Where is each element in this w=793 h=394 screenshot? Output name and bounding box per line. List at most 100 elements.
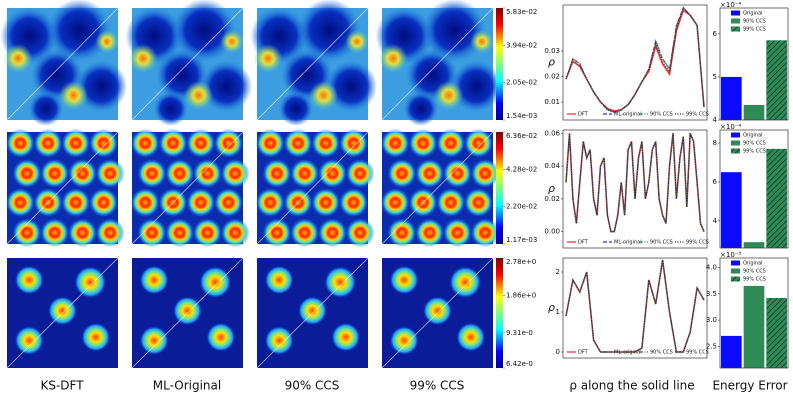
density-blob: [214, 128, 244, 158]
density-blob: [68, 218, 97, 248]
density-blob: [186, 188, 216, 217]
y-tick-label: 6: [713, 178, 718, 186]
density-blob: [130, 188, 160, 217]
legend-label: Original: [743, 11, 763, 17]
density-blob: [403, 91, 439, 127]
density-blob: [318, 159, 347, 188]
solid-line: [256, 257, 369, 369]
density-blob: [324, 266, 357, 299]
legend-label: DFT: [578, 240, 589, 246]
density-blob: [309, 80, 339, 110]
density-blob: [14, 326, 44, 355]
density-blob: [139, 265, 169, 295]
colorbar: [496, 8, 503, 120]
density-blob: [200, 60, 253, 113]
legend-label: 90% CCS: [650, 112, 673, 118]
plot-frame: [719, 7, 789, 121]
density-blob: [339, 188, 368, 217]
density-blob: [311, 188, 341, 217]
legend-label: ML-original: [614, 350, 642, 356]
solid-line: [131, 257, 244, 369]
density-blob: [436, 188, 466, 217]
density-blob: [450, 60, 503, 113]
density-blob: [128, 43, 158, 73]
legend-label: 90% CCS: [743, 269, 766, 275]
column-label: ML-Original: [153, 379, 221, 393]
density-blob: [443, 218, 472, 248]
solid-line: [381, 7, 494, 121]
y-tick-label: 0.02: [544, 73, 560, 81]
density-blob: [33, 128, 63, 158]
colorbar-label: 9.31e-0: [506, 329, 533, 337]
column-label: ρ along the solid line: [569, 379, 694, 393]
density-blob: [3, 43, 33, 73]
y-tick-label: 3.0: [706, 316, 717, 324]
bar: [766, 40, 787, 120]
offset-text: ×10⁻⁴: [720, 1, 741, 9]
colorbar-label: 3.94e-02: [506, 41, 537, 49]
bar: [721, 172, 742, 248]
density-blob: [220, 159, 250, 188]
y-tick-label: 4: [713, 217, 718, 225]
legend-label: Original: [743, 261, 763, 267]
density-blob: [81, 322, 111, 352]
density-line: [565, 6, 705, 113]
density-blob: [199, 266, 232, 299]
density-line: [565, 132, 705, 233]
colorbar: [496, 258, 503, 368]
density-blob: [264, 265, 294, 295]
legend-label: 90% CCS: [650, 350, 673, 356]
density-blob: [380, 188, 410, 217]
bar: [766, 148, 787, 248]
solid-line: [131, 7, 244, 121]
y-axis-label: ρ: [548, 56, 555, 69]
bar: [721, 335, 742, 368]
density-blob: [184, 80, 214, 110]
density-blob: [75, 60, 128, 113]
offset-text: ×10⁻⁴: [720, 123, 741, 131]
density-blob: [331, 322, 361, 352]
density-blob: [186, 128, 216, 158]
density-blob: [345, 30, 369, 54]
column-label: 90% CCS: [285, 379, 340, 393]
plot-frame: [562, 257, 708, 359]
legend-swatch: [731, 148, 740, 154]
density-line: [565, 6, 705, 113]
density-blob: [89, 188, 118, 217]
colorbar-label: 6.42e-0: [506, 360, 533, 368]
legend-label: 90% CCS: [743, 19, 766, 25]
density-blob: [89, 128, 118, 158]
density-blob: [464, 188, 493, 217]
density-blob: [172, 0, 236, 63]
density-blob: [95, 218, 125, 248]
density-blob: [74, 266, 107, 299]
legend-swatch: [731, 132, 740, 138]
density-blob: [345, 218, 375, 248]
legend-label: 99% CCS: [743, 27, 766, 33]
density-blob: [389, 326, 419, 355]
density-blob: [470, 159, 500, 188]
legend-label: 90% CCS: [743, 141, 766, 147]
legend-label: 99% CCS: [686, 350, 709, 356]
density-blob: [325, 60, 378, 113]
density-blob: [389, 265, 419, 295]
solid-line: [6, 131, 119, 245]
density-blob: [290, 218, 320, 248]
y-tick-label: 0.02: [544, 195, 560, 203]
density-blob: [220, 30, 244, 54]
density-blob: [255, 188, 285, 217]
offset-text: ×10⁻³: [720, 251, 741, 259]
density-blob: [290, 159, 320, 188]
y-tick-label: 0.01: [544, 98, 560, 106]
density-blob: [434, 80, 464, 110]
density-blob: [193, 159, 222, 188]
density-blob: [387, 218, 417, 248]
solid-line: [256, 131, 369, 245]
density-line: [565, 6, 705, 113]
y-tick-label: 2.5: [706, 342, 717, 350]
density-blob: [470, 30, 494, 54]
density-blob: [158, 128, 188, 158]
legend-label: 99% CCS: [743, 149, 766, 155]
y-tick-label: 0.06: [544, 129, 560, 137]
bar: [743, 285, 765, 368]
